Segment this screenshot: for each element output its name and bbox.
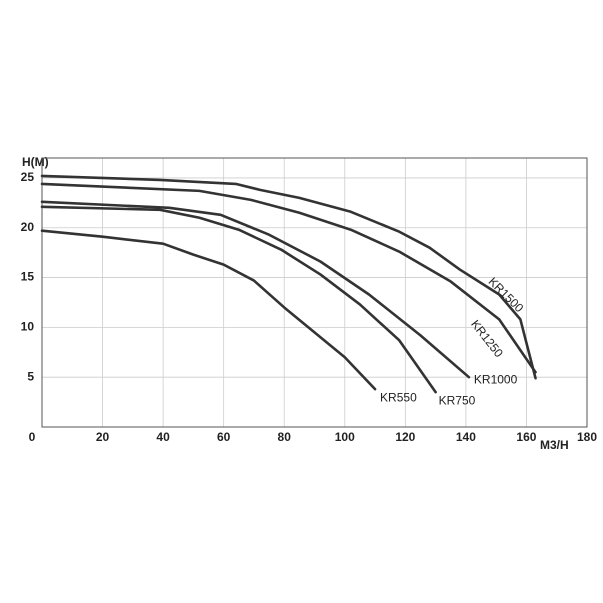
x-tick-label: 40 [156, 430, 170, 444]
y-tick-label: 15 [21, 270, 35, 284]
curve [40, 174, 537, 380]
curve [40, 200, 471, 379]
x-tick-label: 100 [335, 430, 355, 444]
x-tick-label: 140 [456, 430, 476, 444]
series-label: KR750 [439, 393, 476, 407]
y-axis-label: H(M) [22, 155, 49, 169]
plot-frame [41, 157, 588, 428]
x-tick-label: 20 [96, 430, 110, 444]
x-tick-label: 160 [516, 430, 536, 444]
curve [40, 205, 437, 394]
y-tick-label: 10 [21, 320, 35, 334]
x-tick-label: 80 [278, 430, 292, 444]
x-tick-label: 120 [395, 430, 415, 444]
y-tick-label: 5 [27, 369, 34, 383]
series-label: KR1000 [474, 372, 518, 386]
x-axis-label: M3/H [540, 438, 569, 452]
y-tick-label: 20 [21, 220, 35, 234]
x-tick-label: 60 [217, 430, 231, 444]
y-tick-label: 25 [21, 170, 35, 184]
curve [40, 229, 377, 391]
x-tick-label: 180 [577, 430, 597, 444]
curve [40, 182, 537, 374]
x-tick-label: 0 [29, 430, 36, 444]
series-label: KR550 [380, 390, 417, 404]
